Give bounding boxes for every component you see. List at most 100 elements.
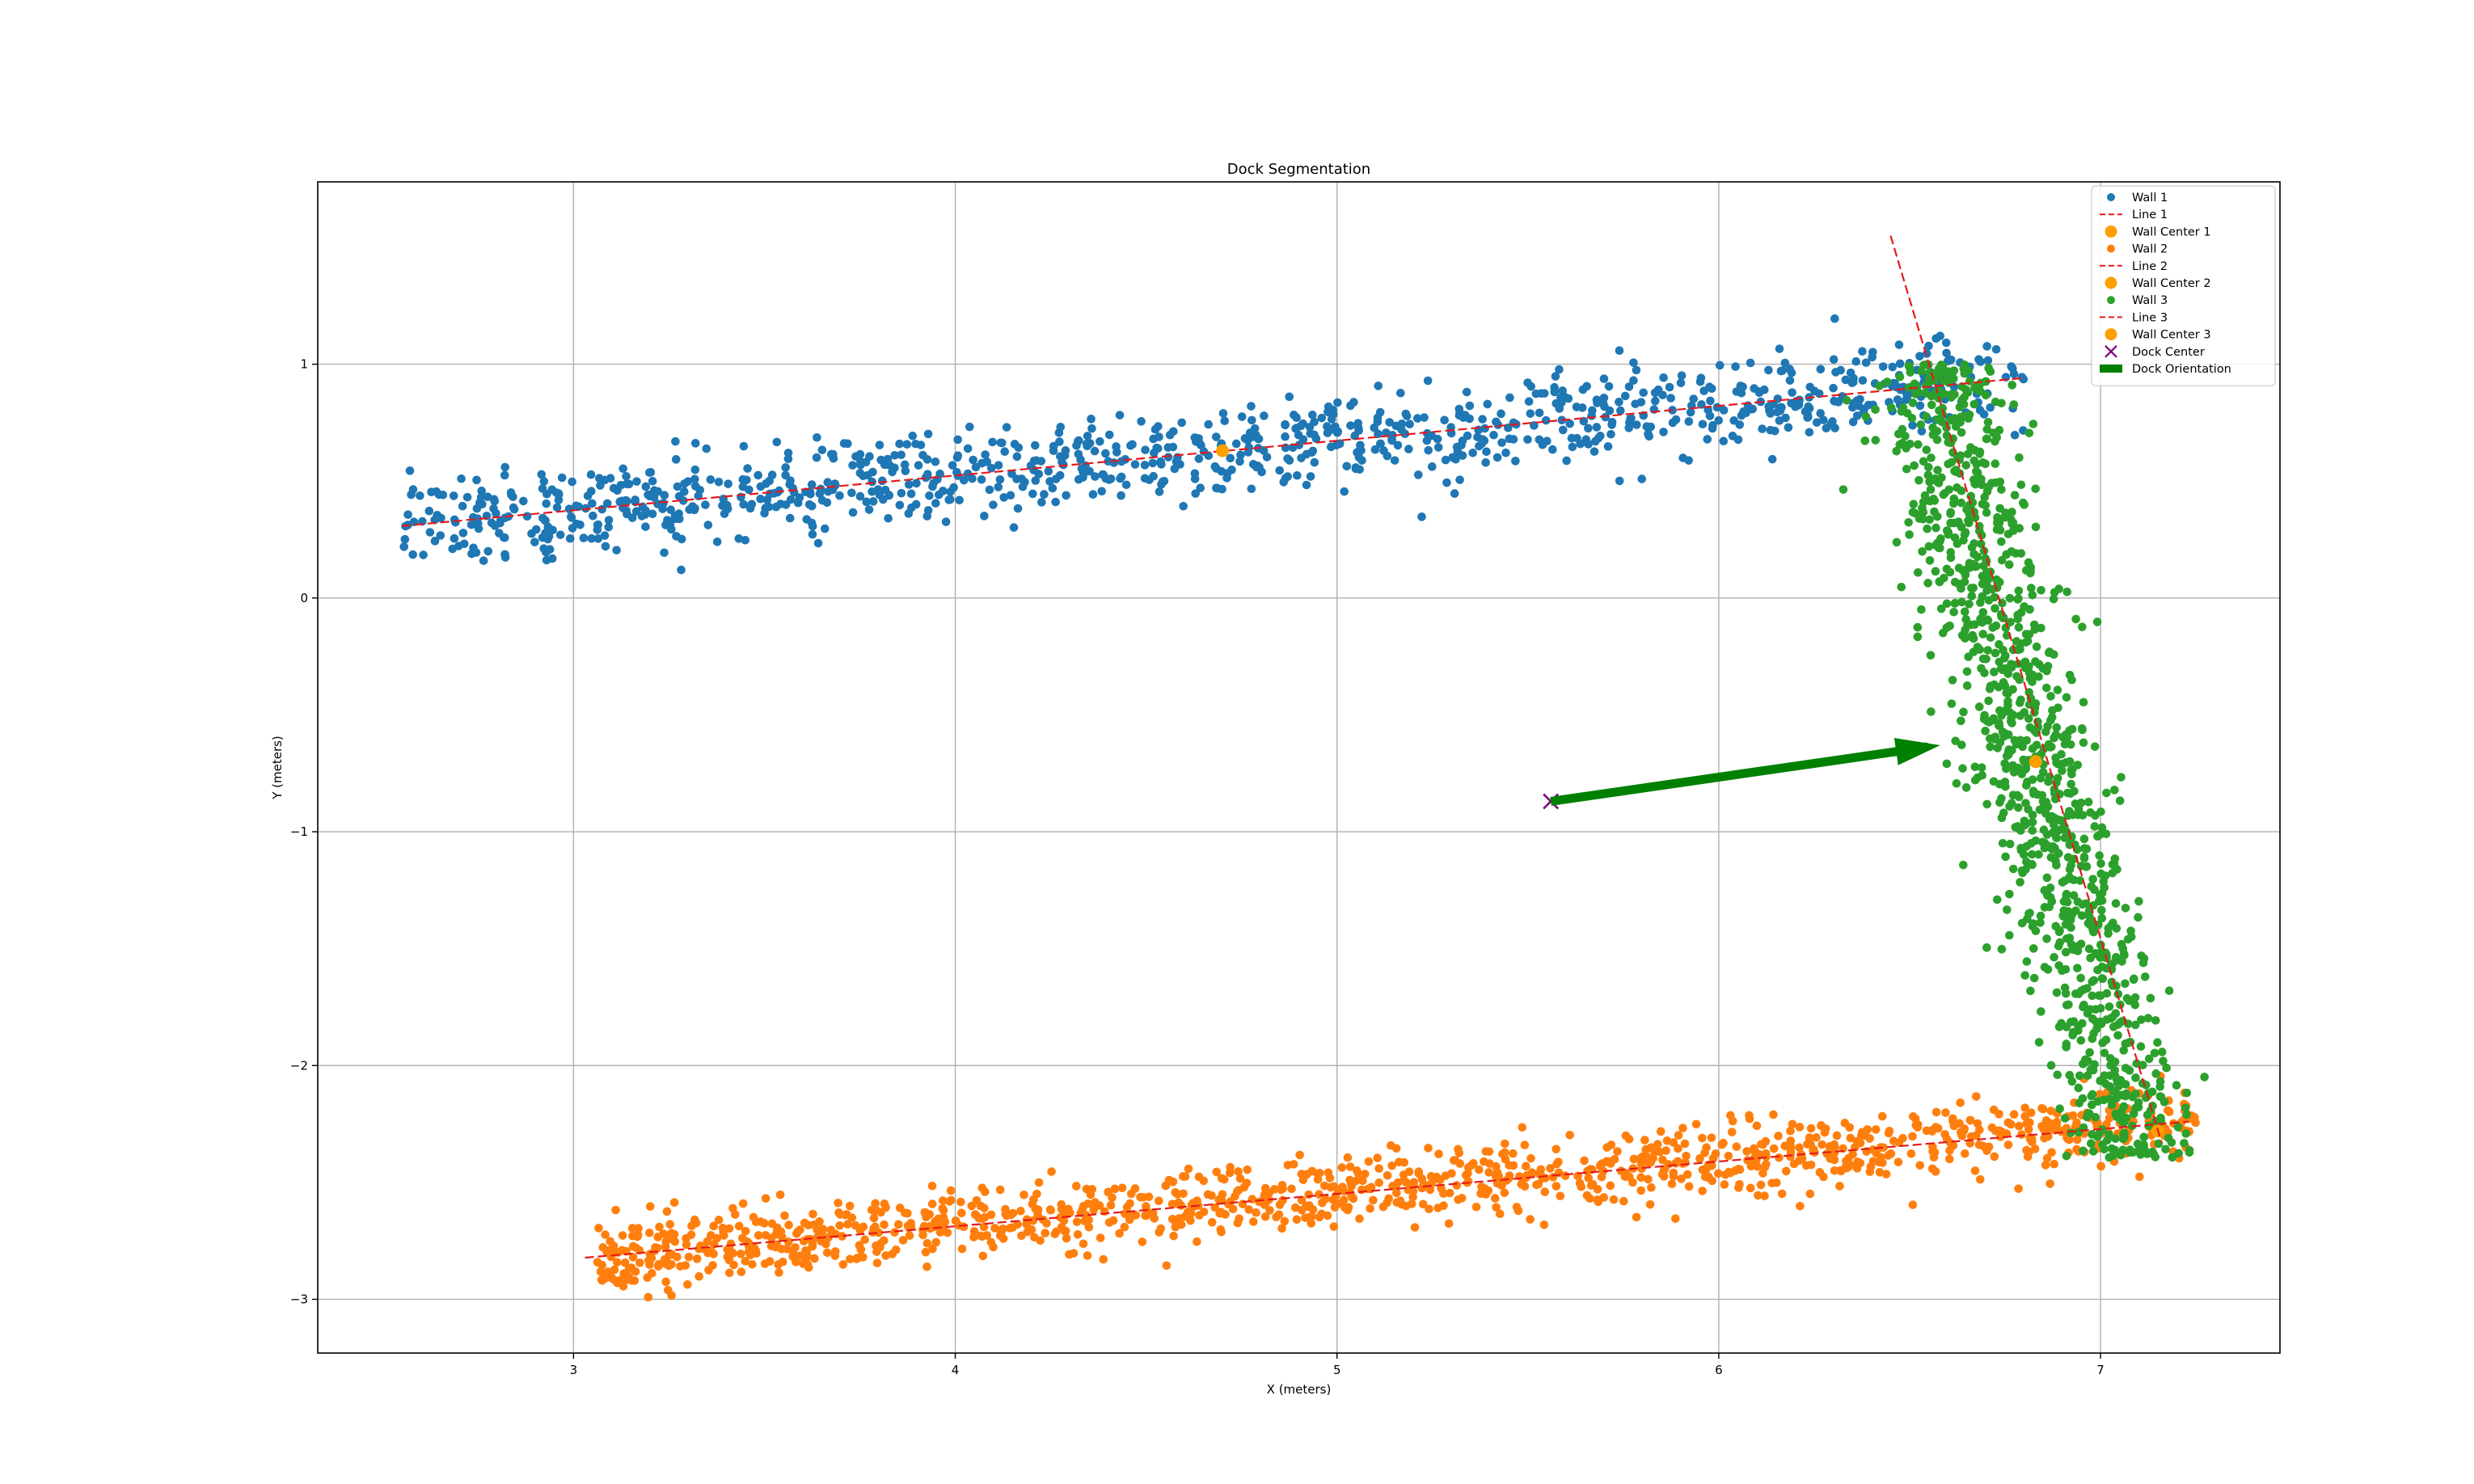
data-point: [1210, 1203, 1219, 1212]
data-point: [741, 1226, 750, 1236]
data-point: [1465, 401, 1475, 411]
data-point: [1992, 895, 2002, 904]
data-point: [2004, 560, 2014, 569]
data-point: [1049, 446, 1058, 455]
data-point: [1913, 568, 1923, 577]
data-point: [947, 1195, 956, 1205]
data-point: [1500, 1148, 1509, 1157]
data-point: [1554, 1157, 1563, 1166]
data-point: [1364, 1157, 1374, 1166]
data-point: [1413, 414, 1422, 423]
x-tick-label: 4: [952, 1363, 960, 1377]
data-point: [659, 499, 668, 508]
data-point: [612, 1258, 622, 1267]
data-point: [1532, 1180, 1541, 1190]
data-point: [922, 512, 932, 521]
data-point: [631, 1267, 640, 1276]
data-point: [1976, 357, 1985, 366]
data-point: [1194, 454, 1204, 463]
data-point: [1925, 515, 1935, 525]
data-point: [2081, 899, 2091, 909]
data-point: [842, 1210, 851, 1219]
data-point: [734, 1221, 744, 1231]
data-point: [500, 462, 510, 472]
data-point: [1830, 424, 1839, 432]
data-point: [2014, 1184, 2023, 1193]
data-point: [2038, 1104, 2048, 1114]
data-point: [2046, 1107, 2056, 1115]
data-point: [813, 538, 823, 548]
data-point: [2200, 1073, 2209, 1081]
data-point: [641, 522, 650, 531]
data-point: [1788, 1119, 1797, 1129]
data-point: [1950, 533, 1960, 542]
data-point: [2079, 1002, 2088, 1012]
data-point: [1216, 1225, 1226, 1234]
data-point: [1930, 474, 1940, 483]
data-point: [1717, 1140, 1727, 1149]
series-wall-1: [399, 314, 2029, 575]
data-point: [2054, 789, 2064, 799]
data-point: [784, 1221, 793, 1229]
data-point: [2065, 1070, 2075, 1080]
data-point: [2045, 902, 2054, 912]
data-point: [826, 449, 836, 459]
data-point: [838, 1232, 846, 1241]
data-point: [1923, 470, 1933, 480]
data-point: [1281, 432, 1290, 441]
data-point: [1234, 1167, 1243, 1176]
data-point: [2130, 993, 2140, 1002]
data-point: [1355, 465, 1364, 474]
data-point: [1180, 1212, 1189, 1221]
data-point: [1281, 419, 1290, 429]
data-point: [868, 467, 877, 477]
data-point: [788, 1252, 798, 1262]
data-point: [1333, 398, 1342, 407]
data-point: [1501, 1154, 1510, 1164]
data-point: [2025, 1135, 2035, 1144]
data-point: [823, 478, 833, 487]
data-point: [1781, 1166, 1791, 1176]
data-point: [1285, 456, 1294, 465]
data-point: [1044, 466, 1053, 476]
data-point: [1009, 523, 1019, 532]
data-point: [1766, 409, 1775, 418]
data-point: [1971, 479, 1980, 489]
data-point: [2062, 1043, 2071, 1052]
data-point: [2082, 862, 2091, 871]
legend-label: Wall 2: [2132, 243, 2168, 256]
data-point: [1708, 424, 1717, 433]
data-point: [998, 438, 1007, 448]
data-point: [1656, 1127, 1666, 1136]
data-point: [1937, 473, 1946, 483]
data-point: [1034, 1178, 1044, 1187]
data-point: [1366, 1204, 1374, 1213]
data-point: [989, 500, 998, 509]
data-point: [1742, 1147, 1751, 1156]
data-point: [1895, 359, 1905, 369]
data-point: [1152, 443, 1161, 453]
data-point: [2026, 1108, 2036, 1117]
data-point: [1493, 420, 1503, 429]
data-point: [1191, 489, 1201, 498]
data-point: [1550, 382, 1559, 392]
data-point: [1758, 1169, 1767, 1178]
data-point: [2022, 819, 2032, 828]
data-point: [1140, 461, 1150, 470]
data-point: [1946, 553, 1956, 563]
data-point: [1971, 1092, 1981, 1101]
data-point: [1822, 424, 1831, 433]
data-point: [2053, 685, 2062, 694]
data-point: [1769, 1144, 1779, 1153]
data-point: [1597, 1172, 1606, 1182]
data-point: [1609, 1195, 1619, 1204]
data-point: [898, 1236, 908, 1245]
data-point: [1150, 424, 1160, 434]
data-point: [430, 537, 440, 546]
data-point: [2117, 773, 2126, 782]
data-point: [2063, 853, 2073, 862]
data-point: [2076, 1035, 2086, 1045]
data-point: [818, 1225, 827, 1235]
data-point: [1942, 599, 1952, 609]
data-point: [1432, 1174, 1442, 1183]
